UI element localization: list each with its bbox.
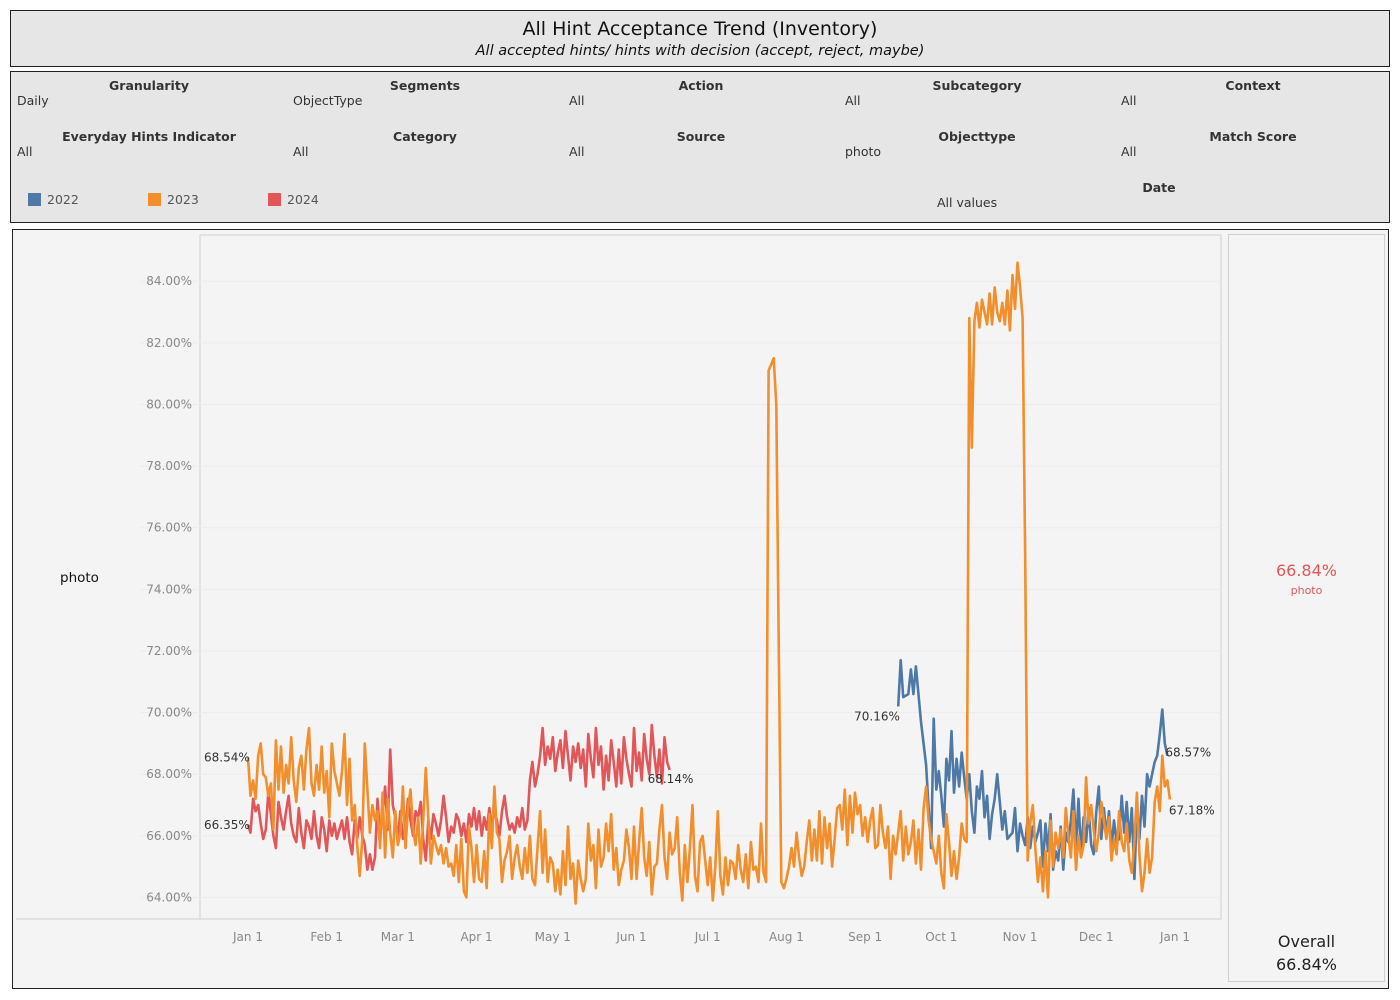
filter-label-action: Action — [678, 78, 724, 93]
y-tick-label: 66.00% — [146, 829, 192, 843]
row-header-label: photo — [60, 570, 99, 586]
filter-value-action[interactable]: All — [569, 93, 585, 108]
legend-item-2024[interactable]: 2024 — [268, 192, 319, 207]
filter-value-objecttype[interactable]: photo — [845, 144, 882, 159]
legend-item-2022[interactable]: 2022 — [28, 192, 79, 207]
x-tick-label: Jan 1 — [1159, 930, 1190, 944]
x-tick-label: Mar 1 — [381, 930, 415, 944]
filter-label-granularity: Granularity — [109, 78, 189, 93]
filter-value-source[interactable]: All — [569, 144, 585, 159]
x-tick-label: Apr 1 — [460, 930, 492, 944]
data-label: 68.14% — [648, 772, 694, 786]
y-tick-label: 72.00% — [146, 644, 192, 658]
overall-value: 66.84% — [1275, 955, 1337, 974]
x-tick-label: Aug 1 — [769, 930, 804, 944]
x-axis: Jan 1 Feb 1 Mar 1 Apr 1 May 1 Jun 1 Jul 1 Aug 1… — [232, 930, 1190, 944]
legend-label: 2022 — [47, 192, 79, 207]
filter-value-match-score[interactable]: All — [1121, 144, 1137, 159]
series-layer — [246, 261, 1172, 905]
kpi-panel: 66.84% photo Overall 66.84% — [1228, 234, 1385, 982]
x-tick-label: Sep 1 — [848, 930, 882, 944]
filter-label-everyday-hints: Everyday Hints Indicator — [62, 129, 236, 144]
filter-value-context[interactable]: All — [1121, 93, 1137, 108]
series-line-2023[interactable] — [246, 261, 1172, 905]
kpi-segment: photo — [1290, 584, 1323, 597]
data-label: 68.57% — [1165, 746, 1211, 760]
series-line-2022[interactable] — [896, 658, 1169, 881]
legend-label: 2024 — [287, 192, 319, 207]
x-tick-label: Oct 1 — [925, 930, 957, 944]
overall-label: Overall — [1277, 932, 1336, 951]
x-tick-label: Nov 1 — [1003, 930, 1038, 944]
filter-value-category[interactable]: All — [293, 144, 309, 159]
x-tick-label: Jan 1 — [232, 930, 263, 944]
y-axis: 64.00% 66.00% 68.00% 70.00% 72.00% 74.00% 76.0… — [146, 274, 192, 904]
data-label: 68.54% — [204, 751, 250, 765]
data-label: 70.16% — [854, 710, 900, 724]
page-title: All Hint Acceptance Trend (Inventory) — [522, 18, 878, 40]
y-tick-label: 64.00% — [146, 890, 192, 904]
legend-item-2023[interactable]: 2023 — [148, 192, 199, 207]
filter-value-subcategory[interactable]: All — [845, 93, 861, 108]
page-subtitle: All accepted hints/ hints with decision … — [475, 43, 925, 59]
y-tick-label: 82.00% — [146, 336, 192, 350]
filter-value-everyday-hints[interactable]: All — [17, 144, 33, 159]
x-tick-label: May 1 — [535, 930, 571, 944]
x-tick-label: Jun 1 — [615, 930, 646, 944]
filter-value-segments[interactable]: ObjectType — [293, 93, 363, 108]
y-tick-label: 78.00% — [146, 459, 192, 473]
y-tick-label: 84.00% — [146, 274, 192, 288]
y-tick-label: 68.00% — [146, 767, 192, 781]
filter-value-date[interactable]: All values — [937, 195, 998, 210]
series-line-2024[interactable] — [246, 723, 671, 871]
filter-label-subcategory: Subcategory — [932, 78, 1022, 93]
data-label: 66.35% — [204, 818, 250, 832]
filter-label-objecttype: Objecttype — [938, 129, 1016, 144]
y-tick-label: 80.00% — [146, 397, 192, 411]
filter-value-granularity[interactable]: Daily — [17, 93, 49, 108]
legend-swatch-2022 — [28, 193, 41, 206]
x-tick-label: Jul 1 — [694, 930, 721, 944]
legend-swatch-2024 — [268, 193, 281, 206]
filter-label-segments: Segments — [389, 78, 461, 93]
y-tick-label: 70.00% — [146, 706, 192, 720]
filter-label-match-score: Match Score — [1209, 129, 1297, 144]
annotation-layer: 68.54% 66.35% 68.14% 70.16% 68.57% 67.18% — [204, 710, 1215, 832]
filter-label-date: Date — [1142, 180, 1176, 195]
filter-panel: Granularity Daily Segments ObjectType Ac… — [10, 71, 1390, 223]
y-tick-label: 74.00% — [146, 582, 192, 596]
kpi-value: 66.84% — [1275, 561, 1337, 580]
filter-label-category: Category — [393, 129, 457, 144]
filter-label-context: Context — [1225, 78, 1281, 93]
x-tick-label: Feb 1 — [310, 930, 343, 944]
data-label: 67.18% — [1169, 803, 1215, 817]
title-panel: All Hint Acceptance Trend (Inventory) Al… — [10, 10, 1390, 67]
legend-swatch-2023 — [148, 193, 161, 206]
filter-label-source: Source — [676, 129, 726, 144]
legend-label: 2023 — [167, 192, 199, 207]
x-tick-label: Dec 1 — [1079, 930, 1114, 944]
y-tick-label: 76.00% — [146, 521, 192, 535]
plot-area — [199, 234, 1222, 920]
